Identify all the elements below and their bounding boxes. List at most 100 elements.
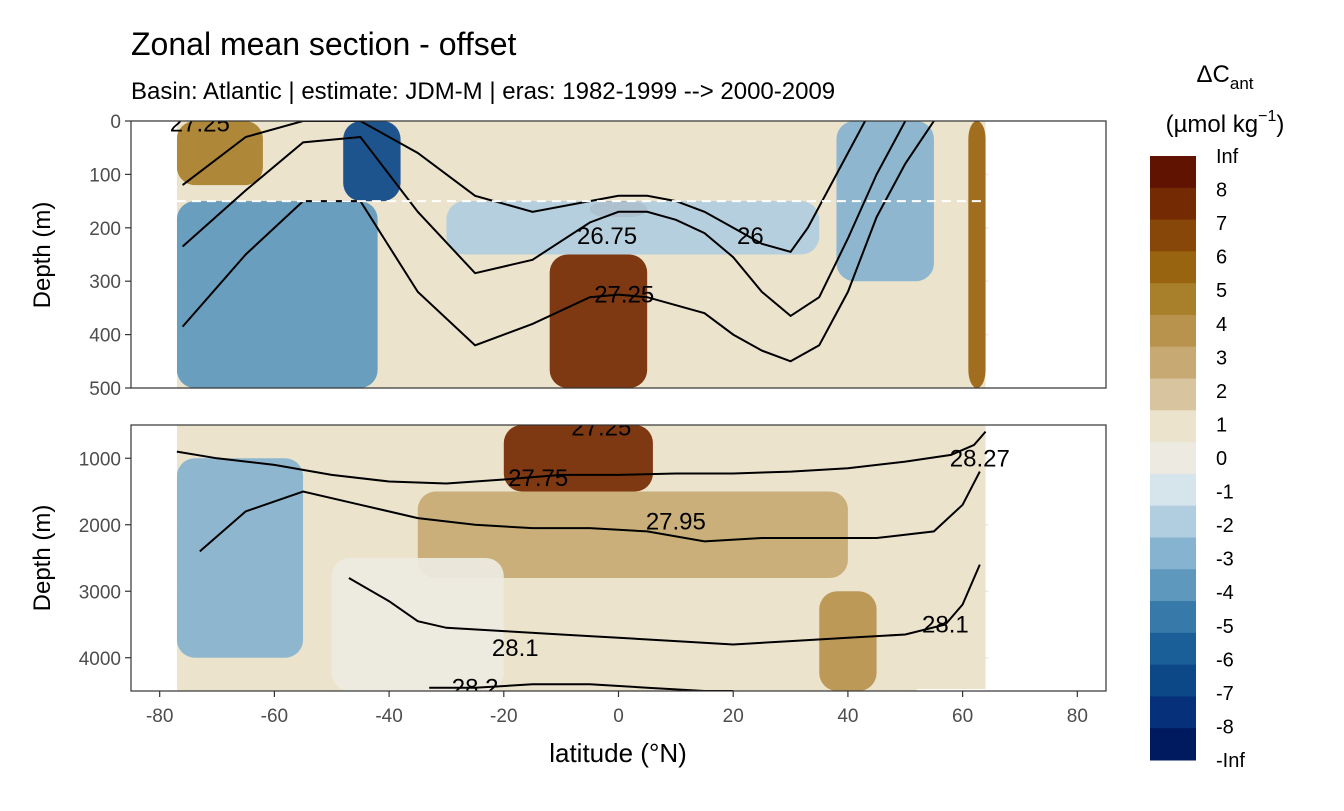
legend-swatch — [1150, 283, 1196, 316]
field-patch — [446, 201, 820, 255]
legend-swatch — [1150, 728, 1196, 761]
x-axis-label: latitude (°N) — [549, 738, 687, 768]
isopycnal-label: 26 — [737, 223, 764, 250]
x-tick-label: -80 — [146, 706, 173, 727]
legend-swatch — [1150, 601, 1196, 634]
panel-upper-border — [130, 120, 1107, 389]
x-tick-label: 20 — [723, 706, 744, 727]
field-patch — [343, 121, 401, 202]
legend: ΔCant (µmol kg−1) Inf 8 7 6 5 4 3 2 1 0 -1 -2 -3 -4 -5… — [1150, 61, 1284, 772]
legend-swatch — [1150, 187, 1196, 221]
legend-label: 2 — [1216, 381, 1227, 403]
legend-label: 4 — [1216, 314, 1227, 336]
legend-swatch — [1150, 696, 1196, 729]
field-patch — [331, 558, 504, 691]
field-patch — [176, 201, 378, 388]
isopycnal-label: 28.2 — [452, 675, 499, 702]
legend-label: -Inf — [1216, 750, 1245, 772]
legend-label: -7 — [1216, 683, 1234, 705]
legend-swatch — [1150, 251, 1196, 284]
isopycnal-line — [429, 683, 734, 691]
legend-label: -1 — [1216, 482, 1234, 504]
chart-title: Zonal mean section - offset — [131, 26, 517, 62]
legend-label: 1 — [1216, 414, 1227, 436]
legend-label: 8 — [1216, 180, 1227, 202]
legend-units-main: (µmol kg — [1166, 111, 1259, 138]
panel-lower-contours — [176, 430, 987, 691]
y-tick-label: 400 — [89, 326, 121, 347]
panel-upper: 26 26.75 27.25 27.25 0 100 200 300 400 500 — [89, 111, 1107, 400]
legend-swatch — [1150, 156, 1196, 189]
legend-units-sup: −1 — [1258, 108, 1276, 125]
legend-swatch — [1150, 473, 1196, 507]
legend-swatch — [1150, 664, 1196, 697]
y-tick-label: 200 — [89, 219, 121, 240]
legend-label: -3 — [1216, 549, 1234, 571]
isopycnal-label: 28.1 — [922, 612, 969, 639]
panel-lower-field — [131, 425, 1106, 691]
panel-upper-contour-labels: 26 26.75 27.25 27.25 — [170, 111, 764, 309]
x-tick-label: -60 — [261, 706, 288, 727]
isopycnal-label: 27.95 — [646, 508, 706, 535]
legend-label: -8 — [1216, 716, 1234, 738]
legend-swatch — [1150, 314, 1196, 348]
panel-lower-contour-labels: 27.75 27.95 28.1 28.1 28.2 27.25 28.27 — [452, 415, 1010, 702]
x-tick-label: 60 — [952, 706, 973, 727]
field-patch — [176, 121, 263, 186]
isopycnal-label: 28.1 — [492, 635, 539, 662]
legend-units: (µmol kg−1) — [1166, 108, 1285, 138]
legend-label: 0 — [1216, 448, 1227, 470]
legend-colorbar: Inf 8 7 6 5 4 3 2 1 0 -1 -2 -3 -4 -5 -6 -7 -8 -Inf — [1150, 146, 1245, 772]
land-mask — [988, 425, 1106, 691]
x-tick-label: 40 — [837, 706, 858, 727]
y-tick-label: 2000 — [79, 516, 121, 537]
legend-label: -6 — [1216, 649, 1234, 671]
y-tick-label: 100 — [89, 165, 121, 186]
field-patch — [176, 458, 304, 658]
y-axis-label-lower: Depth (m) — [29, 505, 56, 612]
legend-swatch — [1150, 442, 1196, 475]
isopycnal-label: 26.75 — [577, 223, 637, 250]
legend-title-sub: ant — [1230, 74, 1254, 93]
x-tick-label: 80 — [1067, 706, 1088, 727]
y-tick-label: 3000 — [79, 582, 121, 603]
isopycnal-line — [181, 121, 907, 318]
legend-label: 5 — [1216, 280, 1227, 302]
isopycnal-label: 27.25 — [571, 415, 631, 442]
x-tick-label: -40 — [375, 706, 402, 727]
isopycnal-label: 27.25 — [594, 282, 654, 309]
legend-label: -4 — [1216, 582, 1234, 604]
legend-swatch — [1150, 378, 1196, 411]
legend-label: -2 — [1216, 515, 1234, 537]
x-axis: -80 -60 -40 -20 0 20 40 60 80 — [146, 691, 1088, 727]
chart-subtitle: Basin: Atlantic | estimate: JDM-M | eras… — [131, 78, 835, 105]
legend-label: 6 — [1216, 247, 1227, 269]
legend-swatch — [1150, 505, 1196, 538]
isopycnal-label: 27.25 — [170, 111, 230, 138]
land-mask — [916, 689, 989, 691]
y-tick-label: 1000 — [79, 449, 121, 470]
panel-upper-field — [131, 121, 1106, 388]
legend-swatch — [1150, 219, 1196, 252]
field-patch — [549, 254, 648, 388]
legend-swatch — [1150, 569, 1196, 602]
y-tick-label: 0 — [110, 112, 121, 133]
field-patch — [819, 591, 877, 691]
isopycnal-line — [199, 471, 981, 553]
panel-upper-y-axis: 0 100 200 300 400 500 — [89, 112, 131, 400]
isopycnal-line — [181, 121, 866, 253]
isopycnal-line — [348, 564, 981, 646]
legend-title: ΔCant — [1196, 61, 1253, 93]
isopycnal-label: 27.75 — [508, 465, 568, 492]
y-tick-label: 4000 — [79, 649, 121, 670]
legend-label: -5 — [1216, 616, 1234, 638]
field-patch — [417, 491, 848, 578]
panel-upper-contours — [181, 121, 935, 363]
legend-label: 7 — [1216, 213, 1227, 235]
legend-label: 3 — [1216, 347, 1227, 369]
legend-units-end: ) — [1276, 111, 1284, 138]
panel-lower-y-axis: 1000 2000 3000 4000 — [79, 449, 131, 670]
legend-title-main: ΔC — [1196, 61, 1229, 88]
